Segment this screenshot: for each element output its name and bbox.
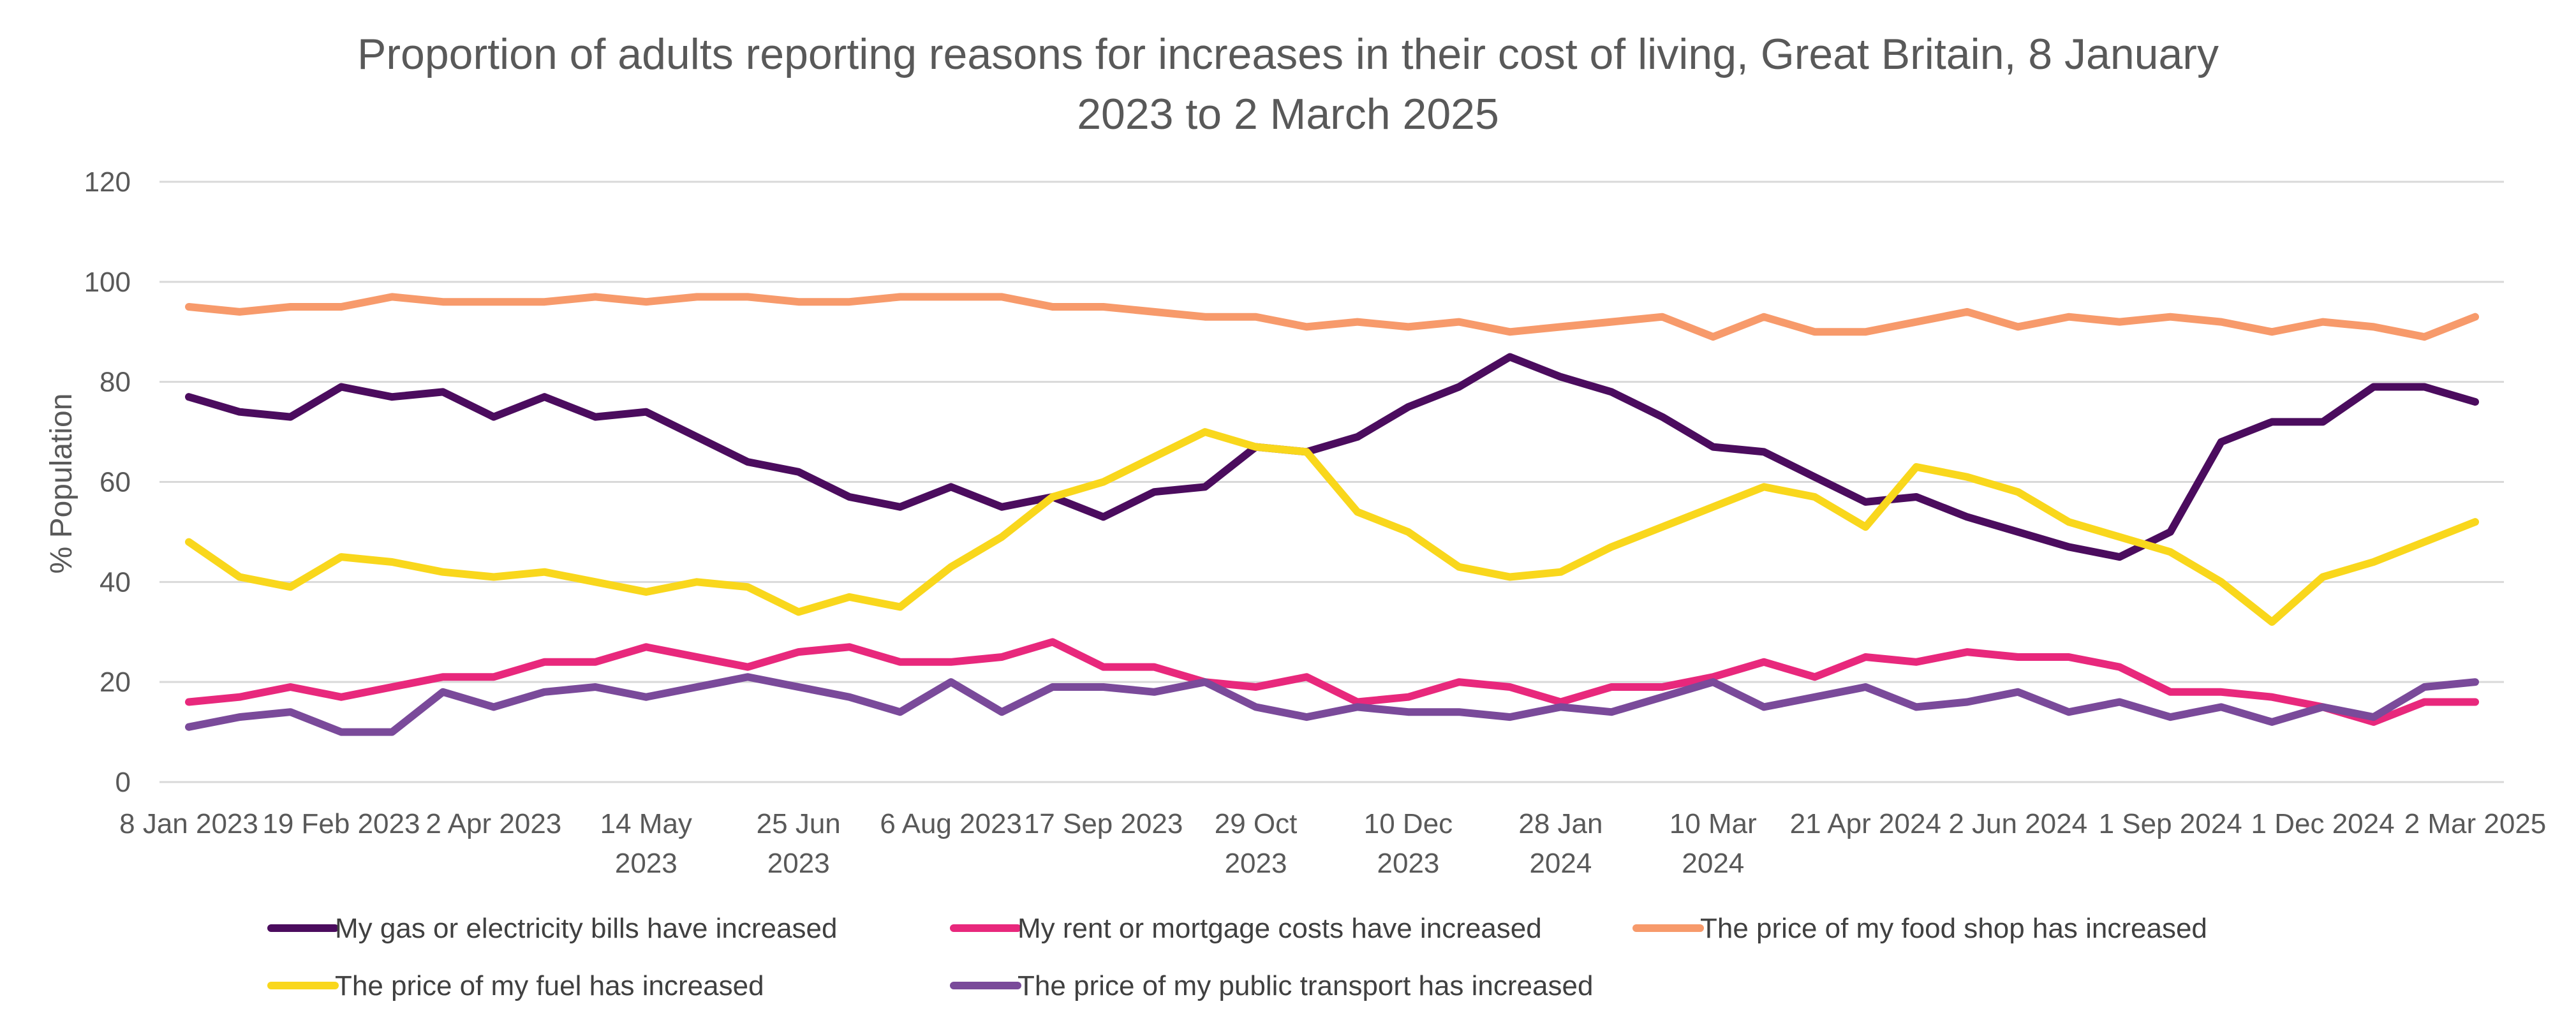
chart-title-line-1: Proportion of adults reporting reasons f… — [357, 30, 2219, 78]
x-tick-label: 29 Oct 2023 — [1215, 808, 1298, 879]
x-tick-label: 14 May 2023 — [600, 808, 692, 879]
x-tick-label: 28 Jan 2024 — [1518, 808, 1603, 879]
y-axis-ticks: 0 20 40 60 80 100 120 — [84, 166, 131, 798]
x-tick-label: 25 Jun 2023 — [757, 808, 841, 879]
x-tick-label: 19 Feb 2023 — [262, 808, 420, 839]
y-tick-label: 120 — [84, 166, 131, 198]
x-tick-label: 10 Mar 2024 — [1669, 808, 1757, 879]
x-tick-label: 17 Sep 2023 — [1024, 808, 1183, 839]
x-tick-label: 1 Sep 2024 — [2099, 808, 2242, 839]
x-tick-label: 10 Dec 2023 — [1364, 808, 1453, 879]
x-tick-label: 8 Jan 2023 — [119, 808, 258, 839]
legend-item-1[interactable]: My gas or electricity bills have increas… — [267, 913, 837, 944]
legend-item-2[interactable]: My rent or mortgage costs have increased — [950, 913, 1542, 944]
x-tick-label: 2 Mar 2025 — [2404, 808, 2547, 839]
y-tick-label: 80 — [100, 367, 131, 398]
legend-item-5[interactable]: The price of my public transport has inc… — [950, 970, 1593, 1001]
y-axis-label: % Population — [45, 394, 78, 574]
y-tick-label: 60 — [100, 467, 131, 498]
series-line-5 — [185, 673, 2479, 736]
x-tick-label: 21 Apr 2024 — [1790, 808, 1941, 839]
y-tick-label: 40 — [100, 566, 131, 598]
legend-item-3[interactable]: The price of my food shop has increased — [1632, 913, 2207, 944]
series-lines — [185, 293, 2479, 736]
series-line-3 — [185, 293, 2479, 341]
legend: My gas or electricity bills have increas… — [267, 913, 2207, 1001]
legend-label: My gas or electricity bills have increas… — [335, 913, 837, 944]
x-tick-label: 2 Apr 2023 — [426, 808, 561, 839]
x-tick-label: 2 Jun 2024 — [1948, 808, 2087, 839]
legend-label: The price of my fuel has increased — [335, 970, 764, 1001]
legend-label: My rent or mortgage costs have increased — [1018, 913, 1542, 944]
y-tick-label: 100 — [84, 267, 131, 298]
series-line-4 — [185, 428, 2479, 626]
legend-item-4[interactable]: The price of my fuel has increased — [267, 970, 764, 1001]
x-tick-label: 1 Dec 2024 — [2251, 808, 2395, 839]
y-tick-label: 0 — [115, 767, 131, 798]
series-line-1 — [185, 353, 2479, 561]
series-line-2 — [185, 638, 2479, 726]
gridlines — [159, 181, 2504, 783]
legend-label: The price of my public transport has inc… — [1018, 970, 1593, 1001]
x-tick-label: 6 Aug 2023 — [880, 808, 1022, 839]
legend-label: The price of my food shop has increased — [1700, 913, 2207, 944]
chart-title-line-2: 2023 to 2 March 2025 — [1077, 90, 1499, 138]
y-tick-label: 20 — [100, 667, 131, 698]
x-axis-ticks: 8 Jan 2023 19 Feb 2023 2 Apr 2023 14 May 202… — [119, 808, 2546, 879]
